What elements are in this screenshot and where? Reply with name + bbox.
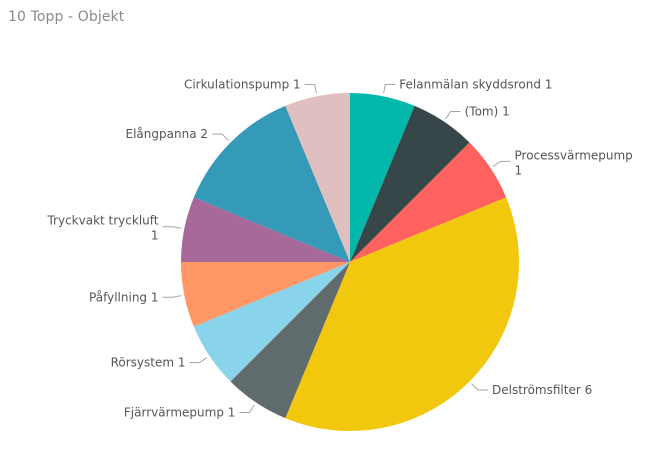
- leader-line-fjarrvarmepump: [239, 404, 255, 413]
- data-label-rorsystem: Rörsystem 1: [111, 356, 186, 370]
- pie-slice-felanmalan-skyddsrond[interactable]: [350, 93, 415, 262]
- data-label-tom: (Tom) 1: [465, 105, 510, 119]
- pie-slice-tryckvakt-tryckluft[interactable]: [181, 197, 350, 262]
- data-label-felanmalan-skyddsrond: Felanmälan skyddsrond 1: [399, 78, 552, 92]
- pie-slice-elangpanna[interactable]: [193, 105, 350, 262]
- pie-slice-delstromsfilter[interactable]: [285, 197, 520, 432]
- leader-line-pafyllning: [162, 295, 182, 298]
- pie-data-labels: Felanmälan skyddsrond 1 (Tom) 1 Processvär…: [46, 78, 632, 420]
- data-label-tryckvakt-tryckluft: Tryckvakt tryckluft 1: [46, 214, 158, 243]
- data-label-pafyllning: Påfyllning 1: [89, 290, 158, 304]
- pie-slice-pafyllning[interactable]: [181, 262, 350, 327]
- data-label-processvarmepump: Processvärmepump 1: [515, 148, 633, 177]
- leader-line-delstromsfilter: [471, 383, 488, 391]
- pie-slice-tom[interactable]: [350, 105, 470, 262]
- data-label-elangpanna: Elångpanna 2: [126, 127, 208, 141]
- pie-slice-cirkulationspump[interactable]: [285, 93, 350, 262]
- data-label-delstromsfilter: Delströmsfilter 6: [492, 383, 592, 397]
- leader-line-cirkulationspump: [304, 84, 317, 94]
- leader-line-rorsystem: [189, 357, 208, 364]
- pie-slice-rorsystem[interactable]: [193, 262, 350, 382]
- chart-title: 10 Topp - Objekt: [8, 9, 125, 25]
- pie-slice-processvarmepump[interactable]: [350, 142, 507, 263]
- leader-line-tryckvakt-tryckluft: [162, 226, 182, 229]
- leader-line-processvarmepump: [492, 160, 511, 167]
- pie-slice-fjarrvarmepump[interactable]: [230, 262, 351, 419]
- leader-line-tom: [445, 111, 461, 120]
- data-label-cirkulationspump: Cirkulationspump 1: [184, 78, 301, 92]
- pie-slices: [181, 93, 520, 432]
- leader-line-elangpanna: [212, 133, 229, 141]
- data-label-fjarrvarmepump: Fjärrvärmepump 1: [124, 406, 235, 420]
- pie-leader-lines: [162, 84, 511, 413]
- leader-line-felanmalan-skyddsrond: [383, 84, 396, 94]
